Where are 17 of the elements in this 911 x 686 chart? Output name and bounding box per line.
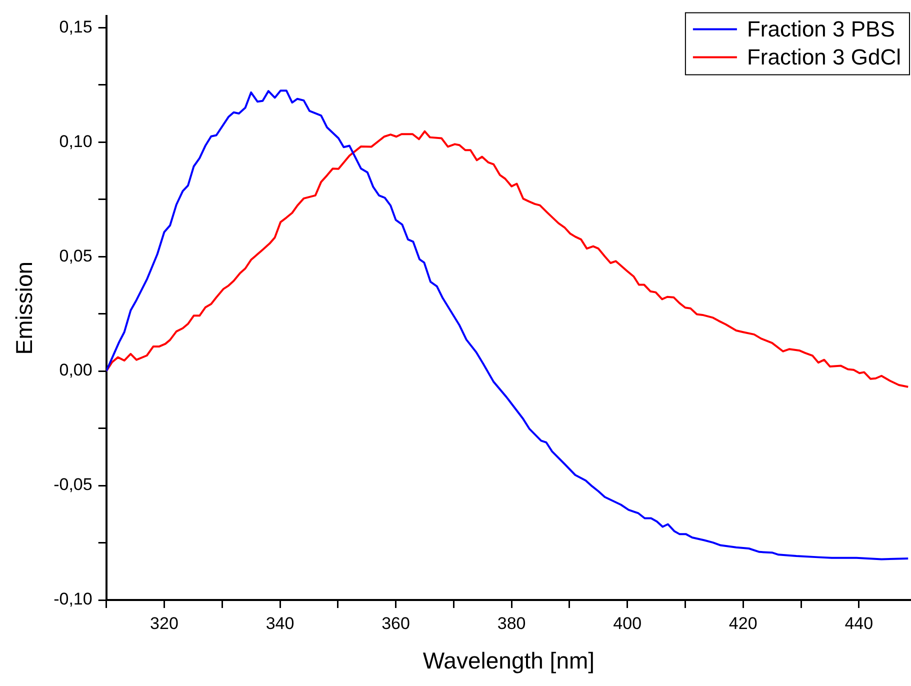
y-tick-label: 0,05 bbox=[59, 246, 92, 266]
x-axis-title: Wavelength [nm] bbox=[422, 648, 595, 674]
y-axis-title: Emission bbox=[11, 261, 38, 355]
y-tick-label: -0,05 bbox=[54, 475, 92, 494]
legend-label: Fraction 3 GdCl bbox=[746, 44, 902, 70]
x-tick-label: 320 bbox=[150, 614, 178, 633]
y-tick-label: 0,15 bbox=[59, 17, 92, 36]
x-tick-label: 380 bbox=[497, 614, 526, 633]
x-tick-label: 340 bbox=[266, 614, 294, 633]
x-tick-label: 360 bbox=[382, 614, 410, 633]
x-tick-label: 400 bbox=[613, 614, 642, 633]
y-tick-label: 0,00 bbox=[59, 360, 92, 380]
x-tick-label: 440 bbox=[844, 614, 874, 633]
legend-label: Fraction 3 PBS bbox=[746, 16, 895, 42]
y-tick-label: 0,10 bbox=[59, 132, 92, 151]
x-tick-label: 420 bbox=[728, 614, 758, 633]
y-tick-label: -0,10 bbox=[54, 590, 92, 609]
